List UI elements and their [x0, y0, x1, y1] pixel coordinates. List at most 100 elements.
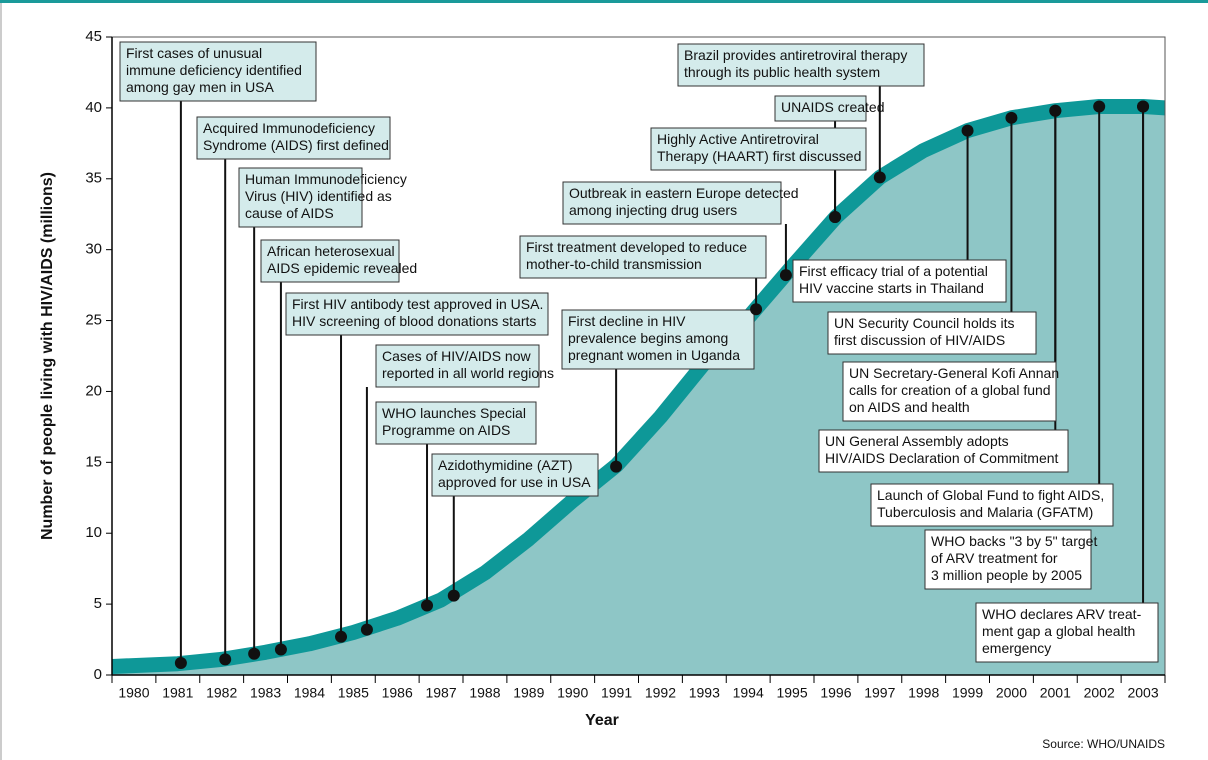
x-tick-label: 1990	[557, 685, 588, 701]
annotation-text: emergency	[982, 640, 1051, 656]
annotation-box	[827, 311, 1037, 355]
annotation-box	[260, 239, 400, 283]
x-tick-label: 1996	[820, 685, 851, 701]
annotation-box	[774, 95, 867, 122]
x-tick-label: 1999	[952, 685, 983, 701]
source: Source: WHO/UNAIDS	[1042, 737, 1165, 751]
annotation-text: UNAIDS created	[781, 99, 884, 115]
y-tick-label: 20	[85, 382, 102, 399]
annotation-text: prevalence begins among	[568, 330, 728, 346]
annotation-text: AIDS epidemic revealed	[267, 260, 417, 276]
annotation-text: Highly Active Antiretroviral	[657, 131, 819, 147]
x-tick-label: 1997	[864, 685, 895, 701]
annotation-text: among injecting drug users	[569, 202, 737, 218]
milestone-dot	[219, 653, 232, 666]
y-tick-label: 5	[94, 595, 102, 612]
annotation-text: First HIV antibody test approved in USA.	[292, 296, 543, 312]
annotation-text: Cases of HIV/AIDS now	[382, 348, 532, 364]
annotation-text: on AIDS and health	[849, 399, 970, 415]
x-tick-label: 1982	[206, 685, 237, 701]
annotation-box	[519, 235, 767, 279]
x-tick-label: 1992	[645, 685, 676, 701]
y-tick-label: 40	[85, 99, 102, 116]
y-tick-label: 35	[85, 170, 102, 187]
y-tick-label: 45	[85, 28, 102, 45]
y-tick-label: 10	[85, 524, 102, 541]
y-tick-label: 15	[85, 453, 102, 470]
milestone-dot	[610, 460, 623, 473]
y-axis-label: Number of people living with HIV/AIDS (m…	[39, 172, 56, 540]
annotation-text: Human Immunodeficiency	[245, 171, 407, 187]
annotation-box	[818, 429, 1069, 473]
annotation-box	[975, 602, 1159, 663]
x-tick-label: 1984	[294, 685, 325, 701]
annotation-text: WHO launches Special	[382, 405, 526, 421]
x-tick-label: 1994	[733, 685, 764, 701]
annotation-text: Outbreak in eastern Europe detected	[569, 185, 799, 201]
x-tick-label: 2000	[996, 685, 1027, 701]
annotation-text: First cases of unusual	[126, 45, 262, 61]
x-tick-label: 1998	[908, 685, 939, 701]
area	[112, 106, 1165, 675]
annotation-text: first discussion of HIV/AIDS	[834, 332, 1005, 348]
annotation-text: First decline in HIV	[568, 313, 686, 329]
annotation-text: 3 million people by 2005	[931, 567, 1082, 583]
annotation-text: pregnant women in Uganda	[568, 347, 740, 363]
annotation-text: Syndrome (AIDS) first defined	[203, 137, 389, 153]
x-tick-label: 1987	[425, 685, 456, 701]
x-tick-label: 2001	[1040, 685, 1071, 701]
top-border	[0, 0, 1208, 3]
milestone-dot	[1049, 104, 1062, 117]
annotation-text: UN Security Council holds its	[834, 315, 1015, 331]
x-tick-label: 1988	[469, 685, 500, 701]
annotation-text: First treatment developed to reduce	[526, 239, 747, 255]
annotation-text: First efficacy trial of a potential	[799, 263, 988, 279]
annotation-text: WHO declares ARV treat-	[982, 606, 1142, 622]
annotation-box	[792, 259, 1007, 303]
annotation-box	[562, 181, 782, 225]
x-tick-label: 2003	[1127, 685, 1158, 701]
annotation-text: calls for creation of a global fund	[849, 382, 1051, 398]
annotation-text: through its public health system	[684, 64, 880, 80]
annotation-box	[119, 41, 317, 102]
annotation-text: cause of AIDS	[245, 205, 334, 221]
annotation-box	[238, 167, 363, 228]
x-tick-label: 1991	[601, 685, 632, 701]
annotation-text: approved for use in USA	[438, 474, 591, 490]
milestone-dot	[174, 656, 187, 669]
x-axis-label: Year	[585, 712, 619, 729]
milestone-dot	[248, 647, 261, 660]
milestone-dot	[1093, 100, 1106, 113]
annotation-text: WHO backs "3 by 5" target	[931, 533, 1097, 549]
annotation-box	[375, 344, 540, 388]
annotation-text: UN Secretary-General Kofi Annan	[849, 365, 1059, 381]
annotation-box	[431, 453, 599, 497]
annotation-box	[650, 127, 867, 171]
x-tick-label: 2002	[1084, 685, 1115, 701]
annotation-text: Programme on AIDS	[382, 422, 510, 438]
x-tick-label: 1983	[250, 685, 281, 701]
annotation-text: HIV screening of blood donations starts	[292, 313, 536, 329]
milestone-dot	[1005, 111, 1018, 124]
milestone-dot	[961, 124, 974, 137]
y-tick-label: 30	[85, 241, 102, 258]
annotation-text: among gay men in USA	[126, 79, 275, 95]
annotation-box	[870, 483, 1114, 527]
annotation-box	[561, 309, 755, 370]
milestone-dot	[274, 643, 287, 656]
annotation-text: UN General Assembly adopts	[825, 433, 1009, 449]
annotation-box	[842, 361, 1057, 422]
x-tick-label: 1993	[689, 685, 720, 701]
annotation-text: Acquired Immunodeficiency	[203, 120, 375, 136]
milestone-dot	[779, 269, 792, 282]
milestone-dot	[873, 171, 886, 184]
milestone-dot	[750, 303, 763, 316]
annotation-text: of ARV treatment for	[931, 550, 1058, 566]
annotation-text: reported in all world regions	[382, 365, 554, 381]
x-tick-label: 1985	[338, 685, 369, 701]
milestone-dot	[829, 211, 842, 224]
